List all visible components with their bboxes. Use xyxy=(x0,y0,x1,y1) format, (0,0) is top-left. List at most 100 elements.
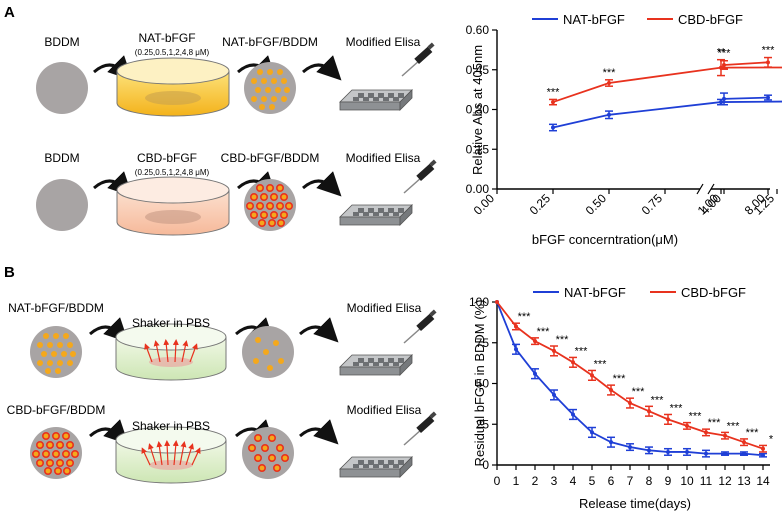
chart1-axis-break-left xyxy=(696,183,704,195)
chart1-y-tick-label: 0.45 xyxy=(466,63,490,77)
elisa-plate-icon xyxy=(339,89,413,111)
chart2-x-tick-label: 1 xyxy=(513,474,520,488)
chart2-point-cbd xyxy=(759,444,767,453)
chart2-x-label: Release time(days) xyxy=(579,496,691,511)
chart1-point-cbd xyxy=(605,79,613,87)
pipette-icon xyxy=(403,159,437,194)
curved-arrow-icon xyxy=(89,419,129,445)
chart1-x-tick-label: 0.50 xyxy=(583,191,610,218)
chart2-legend: NAT-bFGF CBD-bFGF xyxy=(533,285,746,300)
chart2-significance-label: *** xyxy=(537,326,551,338)
a-row2-step4-label: Modified Elisa xyxy=(346,151,421,165)
b-row1-step1-label: NAT-bFGF/BDDM xyxy=(8,301,104,315)
chart2-x-tick-label: 9 xyxy=(665,474,672,488)
chart1-series-line-cbd xyxy=(723,61,769,66)
chart2-point-nat xyxy=(759,452,767,458)
chart2-point-cbd xyxy=(607,384,615,396)
chart2-x-tick-label: 13 xyxy=(737,474,751,488)
chart2-significance-label: *** xyxy=(594,358,608,370)
curved-arrow-icon xyxy=(89,317,129,343)
chart2-significance-label: *** xyxy=(746,427,760,439)
chart2-point-cbd xyxy=(495,300,499,304)
chart1-point-cbd xyxy=(764,56,772,68)
chart1-legend: NAT-bFGF CBD-bFGF xyxy=(532,12,743,27)
chart2-significance-label: *** xyxy=(708,417,722,429)
chart2-x-tick-label: 12 xyxy=(718,474,732,488)
pipette-icon xyxy=(401,42,435,77)
chart2-significance-label: *** xyxy=(670,402,684,414)
shaker-dish-icon xyxy=(115,426,227,484)
chart1-significance-label: *** xyxy=(718,48,732,60)
chart2-significance-label: *** xyxy=(689,411,703,423)
chart1-y-tick-label: 0.30 xyxy=(466,103,490,117)
pipette-icon xyxy=(403,411,437,446)
chart2-point-nat xyxy=(664,447,672,456)
chart2-significance-label: * xyxy=(769,433,774,445)
chart2-point-cbd xyxy=(740,438,748,447)
chart2-x-tick-label: 6 xyxy=(608,474,615,488)
chart2-point-nat xyxy=(683,447,691,456)
chart2-x-tick-label: 0 xyxy=(494,474,501,488)
chart1-y-tick-label: 0.15 xyxy=(466,142,490,156)
curved-arrow-icon xyxy=(299,419,339,445)
chart2-x-tick-label: 5 xyxy=(589,474,596,488)
chart2-y-tick-label: 75 xyxy=(476,336,490,350)
b-row2-step2-label: Shaker in PBS xyxy=(132,419,210,433)
chart2-point-nat xyxy=(645,446,653,455)
chart1-significance-label: *** xyxy=(762,45,776,57)
chart2-point-nat xyxy=(531,368,539,380)
nat-released-disc-icon xyxy=(242,326,294,378)
chart2-x-tick-label: 7 xyxy=(627,474,634,488)
a-row2-step1-label: BDDM xyxy=(44,151,79,165)
legend-cbd-label: CBD-bFGF xyxy=(678,12,743,27)
curved-arrow-icon xyxy=(302,171,342,197)
chart2-point-cbd xyxy=(512,322,520,331)
a-row2-concentrations: (0.25,0.5,1,2,4,8 μM) xyxy=(135,168,210,177)
elisa-plate-icon xyxy=(339,204,413,226)
chart2-point-cbd xyxy=(550,345,558,357)
chart2-significance-label: *** xyxy=(727,420,741,432)
chart1-x-label: bFGF concerntration(μM) xyxy=(532,232,678,247)
release-arrows-icon xyxy=(141,440,201,466)
chart1-significance-label: *** xyxy=(603,67,617,79)
chart2-point-cbd xyxy=(702,428,710,437)
chart2-point-nat xyxy=(702,449,710,458)
chart2-x-tick-label: 2 xyxy=(532,474,539,488)
chart2-x-tick-label: 8 xyxy=(646,474,653,488)
chart2-point-nat xyxy=(607,436,615,448)
a-row1-step3-label: NAT-bFGF/BDDM xyxy=(222,35,318,49)
chart2-point-cbd xyxy=(531,337,539,346)
chart1-series-line-nat xyxy=(723,96,769,100)
chart2-x-tick-label: 14 xyxy=(756,474,770,488)
bddm-disc-icon xyxy=(36,179,88,231)
chart2-point-cbd xyxy=(569,356,577,368)
b-row1-step4-label: Modified Elisa xyxy=(347,301,422,315)
legend-nat-label: NAT-bFGF xyxy=(563,12,625,27)
chart1-y-tick-label: 0.60 xyxy=(466,23,490,37)
chart1-y-tick-label: 0.00 xyxy=(466,182,490,196)
petri-dish-salmon-icon xyxy=(116,176,230,236)
chart1-significance-label: *** xyxy=(547,86,561,98)
shaker-dish-icon xyxy=(115,323,227,381)
panel-label-a: A xyxy=(4,4,15,21)
chart1-y-label: Relative Abs at 405nm xyxy=(470,45,485,175)
chart2-y-tick-label: 0 xyxy=(482,458,489,472)
cbd-loaded-disc-icon xyxy=(30,427,82,479)
chart2-point-cbd xyxy=(645,405,653,417)
nat-loaded-disc-icon xyxy=(244,62,296,114)
chart2-point-nat xyxy=(569,408,577,421)
b-row1-step2-label: Shaker in PBS xyxy=(132,316,210,330)
a-row1-step2-label: NAT-bFGF xyxy=(138,31,195,45)
chart1-point-cbd xyxy=(720,59,728,70)
b-row2-step4-label: Modified Elisa xyxy=(347,403,422,417)
chart1-point-nat xyxy=(605,110,613,120)
chart1-x-tick-label: 0.25 xyxy=(527,191,554,218)
chart2-significance-label: *** xyxy=(613,373,627,385)
chart2-significance-label: *** xyxy=(575,345,589,357)
a-row2-step3-label: CBD-bFGF/BDDM xyxy=(221,151,320,165)
chart2-significance-label: *** xyxy=(651,394,665,406)
chart1-series-line-nat xyxy=(552,100,782,129)
chart2-point-nat xyxy=(740,451,748,456)
chart2-x-tick-label: 4 xyxy=(570,474,577,488)
